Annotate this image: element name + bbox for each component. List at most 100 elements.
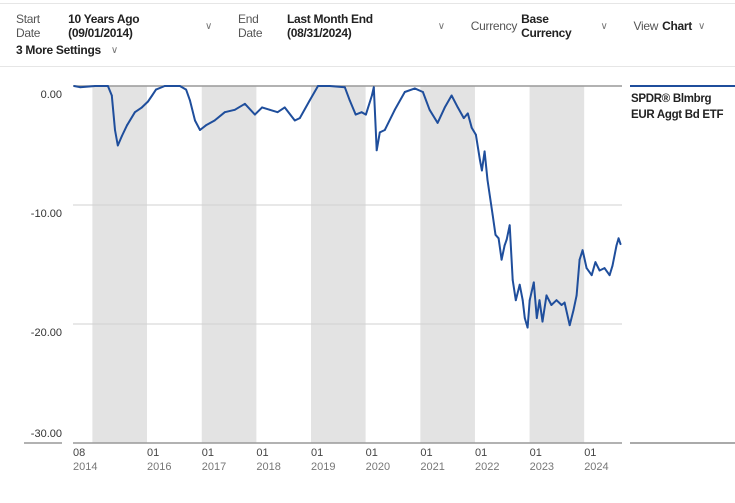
data-point: [147, 100, 149, 103]
x-tick-year: 2017: [202, 461, 226, 473]
x-tick-year: 2014: [73, 461, 97, 473]
data-point: [354, 113, 357, 116]
data-point: [223, 111, 226, 114]
data-point: [494, 233, 497, 236]
data-point: [550, 304, 553, 306]
x-tick-month: 01: [147, 447, 159, 459]
x-tick-month: 01: [256, 447, 268, 459]
data-point: [503, 244, 506, 247]
data-point: [545, 294, 548, 297]
data-point: [233, 108, 236, 111]
data-point: [532, 281, 535, 284]
x-tick-year: 2019: [311, 461, 335, 473]
data-point: [253, 113, 256, 116]
data-point: [403, 91, 406, 93]
data-point: [298, 117, 301, 120]
data-point: [375, 149, 378, 152]
start-date-label: Start Date: [16, 12, 41, 40]
data-point: [422, 91, 424, 93]
data-point: [393, 108, 396, 111]
settings-divider: [0, 66, 735, 67]
end-date-dropdown[interactable]: End Date Last Month End (08/31/2024) ∨: [238, 12, 445, 40]
data-point: [151, 94, 153, 97]
shaded-year-band: [92, 86, 147, 443]
data-point: [590, 274, 593, 277]
data-point: [348, 99, 351, 102]
data-point: [617, 237, 620, 240]
chevron-down-icon: ∨: [110, 44, 118, 56]
data-point: [479, 158, 481, 161]
data-point: [194, 119, 196, 122]
data-point: [107, 85, 109, 87]
data-point: [514, 299, 517, 302]
data-point: [483, 150, 486, 153]
end-date-value: Last Month End (08/31/2024): [287, 12, 373, 40]
data-point: [608, 274, 611, 277]
data-point: [572, 308, 575, 311]
data-point: [497, 237, 500, 240]
x-tick-month: 01: [475, 447, 487, 459]
currency-label: Currency: [470, 19, 518, 33]
data-point: [141, 106, 143, 109]
data-point: [462, 117, 465, 120]
data-point: [538, 299, 541, 302]
chevron-down-icon: ∨: [437, 20, 445, 32]
data-point: [364, 113, 367, 116]
data-point: [155, 88, 157, 91]
y-tick-label: -30.00: [31, 428, 62, 440]
data-point: [575, 294, 578, 297]
series-line: [73, 85, 622, 329]
more-settings-dropdown[interactable]: 3 More Settings ∨: [16, 43, 118, 57]
start-date-value: 10 Years Ago (09/01/2014): [68, 12, 140, 40]
data-point: [585, 267, 588, 269]
data-point: [328, 85, 331, 87]
currency-dropdown[interactable]: Currency Base Currency ∨: [471, 12, 608, 40]
data-point: [413, 87, 416, 90]
chevron-down-icon: ∨: [205, 20, 213, 32]
data-point: [378, 131, 381, 134]
x-tick-year: 2022: [475, 461, 499, 473]
data-point: [317, 85, 319, 87]
chevron-down-icon: ∨: [697, 20, 705, 32]
legend-series-label: SPDR® Blmbrg EUR Aggt Bd ETF: [631, 93, 724, 121]
view-dropdown[interactable]: View Chart ∨: [633, 19, 706, 33]
data-point: [185, 88, 187, 91]
view-label: View: [633, 19, 659, 33]
data-point: [500, 258, 503, 261]
shaded-year-band: [310, 86, 366, 443]
data-point: [518, 283, 521, 286]
data-point: [611, 264, 614, 267]
chevron-down-icon: ∨: [600, 20, 608, 32]
x-tick-year: 2021: [420, 461, 444, 473]
data-point: [293, 119, 296, 122]
settings-bar: Start Date 10 Years Ago (09/01/2014) ∨ E…: [16, 12, 731, 62]
data-point: [598, 269, 601, 272]
data-point: [261, 106, 263, 109]
x-tick-year: 2016: [147, 461, 171, 473]
data-point: [523, 317, 526, 319]
data-point: [283, 106, 286, 109]
shaded-year-band: [420, 86, 475, 443]
data-point: [163, 85, 166, 87]
start-date-dropdown[interactable]: Start Date 10 Years Ago (09/01/2014) ∨: [16, 12, 212, 40]
x-tick-month: 01: [584, 447, 596, 459]
x-tick-year: 2020: [366, 461, 390, 473]
data-point: [383, 129, 386, 131]
data-point: [73, 85, 76, 87]
data-point: [126, 124, 128, 127]
data-point: [199, 129, 201, 131]
data-point: [372, 86, 375, 89]
data-point: [120, 135, 123, 137]
data-point: [205, 124, 207, 127]
data-point: [189, 99, 191, 102]
data-point: [268, 108, 271, 111]
x-tick-year: 2023: [530, 461, 554, 473]
x-tick-year: 2018: [256, 461, 280, 473]
data-point: [213, 119, 216, 122]
x-tick-month: 08: [73, 447, 85, 459]
data-point: [116, 144, 119, 147]
data-point: [428, 108, 431, 111]
data-point: [110, 94, 113, 97]
data-point: [535, 317, 538, 319]
